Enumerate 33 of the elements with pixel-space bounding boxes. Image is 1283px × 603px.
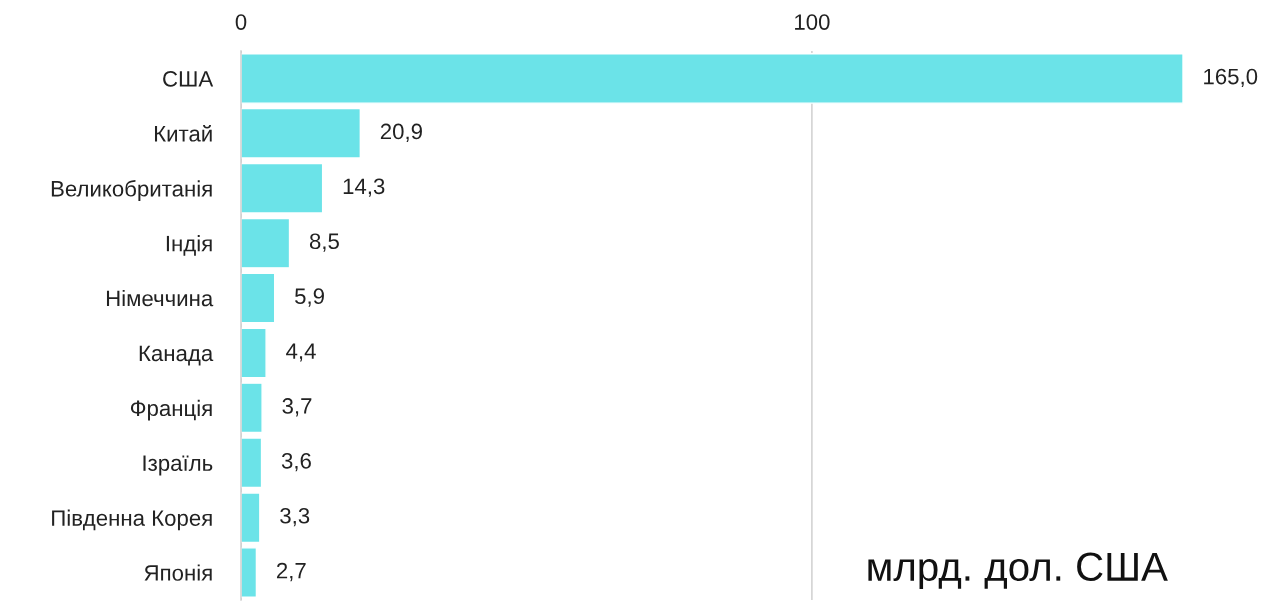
y-tick-label: Японія [144,564,212,581]
data-label: 3,7 [282,398,312,417]
data-label: 3,6 [281,452,311,472]
data-label: 4,4 [286,343,316,362]
y-tick-label: США [163,70,214,87]
bar [241,272,276,324]
bar [241,107,362,159]
x-tick-label: 0 [235,14,247,30]
data-label: 8,5 [309,233,339,252]
y-tick-label: Китай [154,124,212,142]
x-tick-label: 100 [795,14,830,30]
annotation: млрд. дол. США [868,552,1168,590]
y-tick-label: Південна Корея [52,509,212,531]
bar [241,382,263,434]
data-label: 20,9 [380,123,422,142]
data-label: 3,3 [280,507,310,527]
y-tick-label: Канада [139,345,214,366]
data-label: 5,9 [295,288,324,307]
bar [241,492,261,544]
y-tick-label: Індія [166,235,212,256]
data-label: 14,3 [343,178,385,197]
bar [241,437,263,489]
bar [241,547,258,598]
y-tick-label: Франція [130,399,212,421]
data-label: 165,0 [1204,68,1258,88]
data-label: 2,7 [276,562,306,582]
y-tick-label: Ізраїль [143,455,213,476]
bar [241,217,291,269]
y-tick-label: Німеччина [106,290,214,307]
bar [241,162,324,214]
bar [241,53,1183,104]
bar [241,327,267,379]
y-tick-label: Великобританія [51,180,212,202]
